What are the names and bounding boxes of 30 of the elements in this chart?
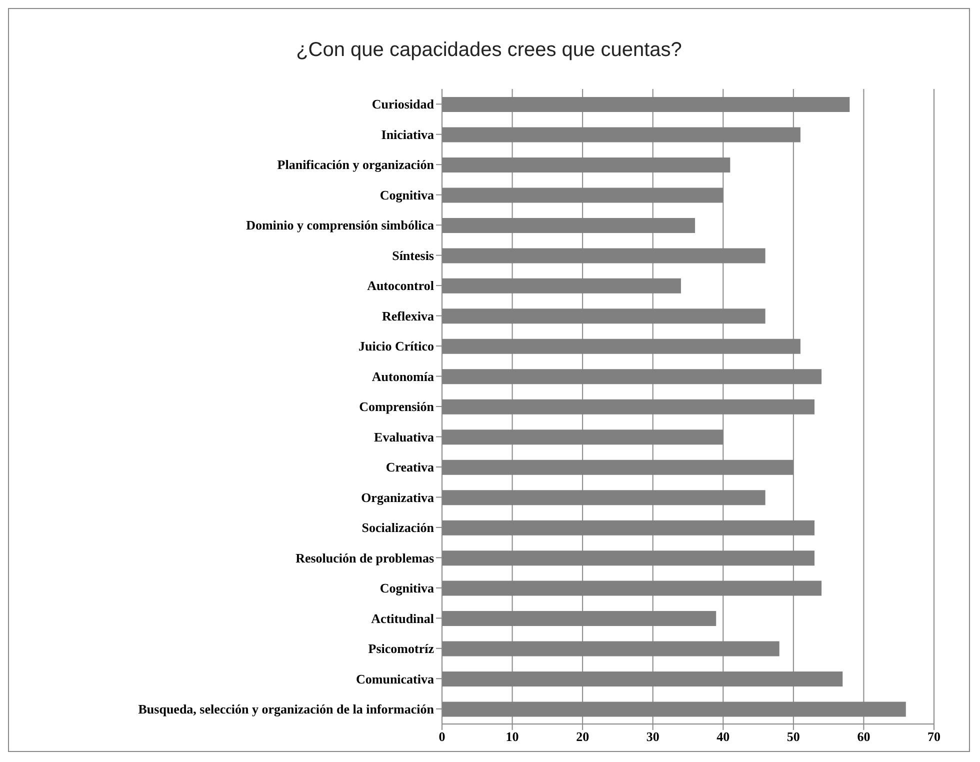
y-tick-label: Organizativa (361, 490, 434, 505)
y-tick-label: Creativa (386, 460, 434, 475)
x-tick-label: 70 (928, 729, 940, 744)
y-tick-label: Psicomotríz (368, 641, 434, 656)
y-tick-label: Reflexiva (382, 308, 434, 324)
y-tick-label: Juicio Crítico (358, 338, 434, 354)
y-tick-label: Actitudinal (371, 610, 434, 626)
y-tick-label: Planificación y organización (277, 157, 435, 172)
y-tick-label: Iniciativa (381, 126, 434, 142)
y-tick-label: Curiosidad (372, 96, 435, 112)
x-tick-label: 50 (786, 729, 800, 744)
y-tick-label: Evaluativa (374, 429, 434, 444)
y-tick-label: Síntesis (392, 248, 434, 263)
y-tick-label: Busqueda, selección y organización de la información (138, 701, 435, 716)
y-tick-label: Autonomía (372, 368, 434, 384)
y-tick-label: Autocontrol (367, 278, 434, 294)
x-tick-label: 30 (646, 729, 660, 744)
y-tick-label: Socialización (362, 520, 435, 536)
y-tick-label: Comprensión (359, 399, 435, 414)
x-tick-label: 0 (438, 729, 446, 744)
y-tick-label: Dominio y comprensión simbólica (246, 218, 434, 233)
y-tick-label: Cognitiva (380, 580, 434, 596)
x-tick-label: 60 (857, 729, 870, 744)
x-tick-label: 10 (506, 729, 519, 744)
chart-title: ¿Con que capacidades crees que cuentas? (295, 39, 683, 63)
x-tick-label: 40 (716, 729, 730, 744)
y-tick-label: Resolución de problemas (296, 550, 434, 566)
x-tick-label: 20 (576, 729, 590, 744)
y-tick-label: Comunicativa (356, 671, 434, 686)
y-tick-label: Cognitiva (380, 187, 434, 202)
